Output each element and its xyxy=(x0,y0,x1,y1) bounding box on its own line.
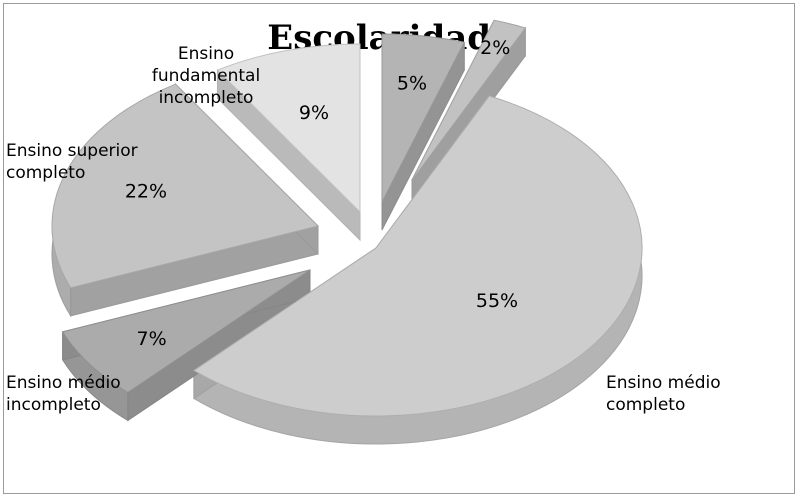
label-fundamental-incompleto: Ensino fundamental incompleto xyxy=(151,44,261,108)
slice-medio-incompleto xyxy=(61,269,311,394)
slice-small-5 xyxy=(381,33,465,203)
value-label-small-2: 2% xyxy=(480,37,510,59)
label-medio-incompleto: Ensino médio incompleto xyxy=(6,373,121,415)
value-label-fundamental-incompleto: 9% xyxy=(299,102,329,124)
slice-superior-completo xyxy=(51,83,319,289)
value-label-medio-incompleto: 7% xyxy=(137,328,167,350)
slice-fundamental-incompleto xyxy=(216,43,361,214)
value-label-small-5: 5% xyxy=(397,73,427,95)
value-label-medio-completo: 55% xyxy=(476,290,518,312)
label-medio-completo: Ensino médio completo xyxy=(606,373,721,415)
slice-small-2 xyxy=(411,19,527,181)
slice-medio-completo xyxy=(192,95,643,417)
label-superior-completo: Ensino superior completo xyxy=(6,141,138,183)
value-label-superior-completo: 22% xyxy=(125,181,167,203)
